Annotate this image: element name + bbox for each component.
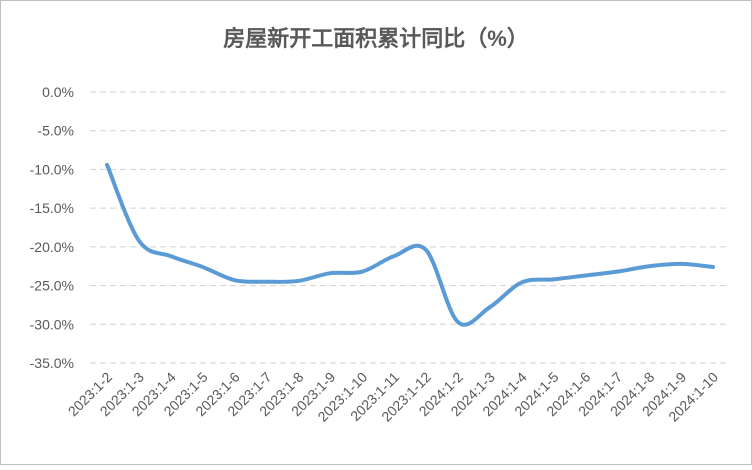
y-tick-label: -5.0% [37, 123, 74, 139]
y-tick-label: -10.0% [30, 161, 74, 177]
y-tick-label: -20.0% [30, 239, 74, 255]
chart-title: 房屋新开工面积累计同比（%） [223, 26, 529, 51]
y-tick-label: -25.0% [30, 278, 74, 294]
data-line [105, 162, 715, 327]
y-tick-label: -35.0% [30, 355, 74, 371]
y-tick-label: 0.0% [42, 84, 74, 100]
y-tick-label: -30.0% [30, 316, 74, 332]
y-tick-label: -15.0% [30, 200, 74, 216]
